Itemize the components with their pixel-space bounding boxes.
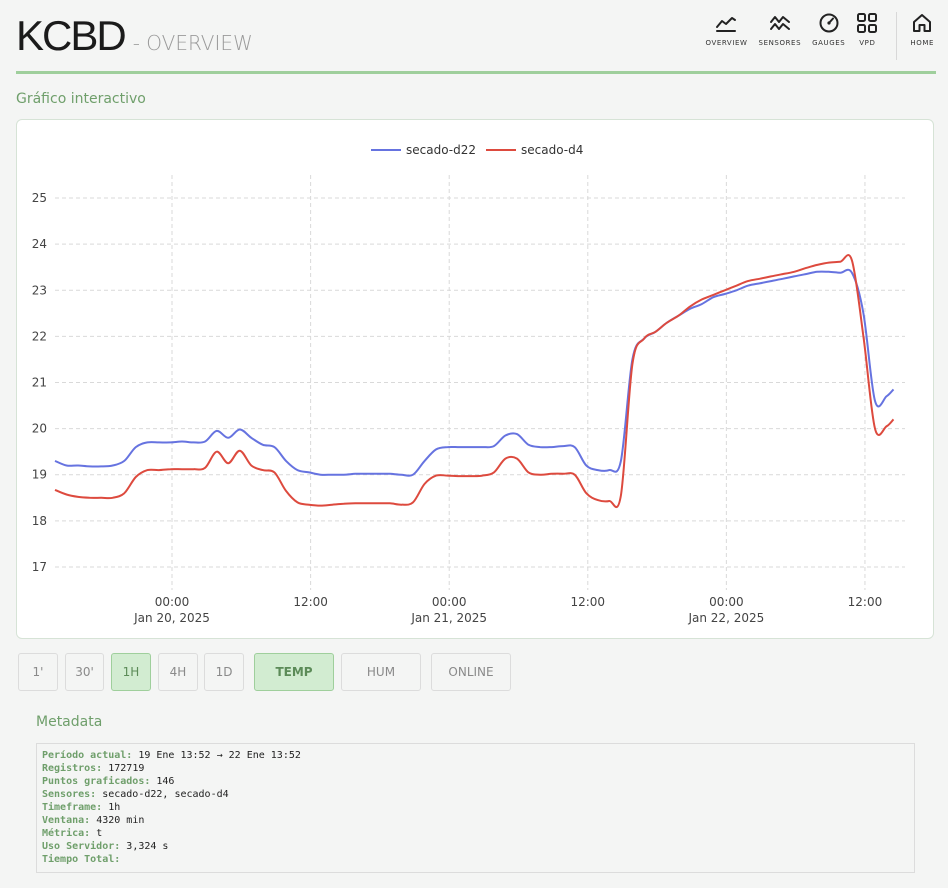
grid-icon — [857, 13, 878, 33]
x-tick-label: 12:00 — [848, 595, 883, 609]
metadata-value — [120, 854, 126, 865]
series-line-secado-d22 — [54, 268, 895, 477]
metadata-value: 4320 min — [90, 815, 145, 826]
y-tick-label: 20 — [32, 422, 47, 436]
legend-label: secado-d4 — [521, 143, 583, 157]
y-tick-label: 22 — [32, 329, 47, 343]
nav-home[interactable]: HOME — [910, 12, 934, 47]
timeframe-1d-button[interactable]: 1D — [204, 653, 244, 691]
nav-overview-label: OVERVIEW — [705, 39, 748, 47]
metadata-row: Métrica: t — [42, 827, 909, 840]
metadata-key: Registros: — [42, 763, 103, 774]
timeframe-1h-button[interactable]: 1H — [111, 653, 151, 691]
header-divider — [16, 71, 936, 74]
timeframe-30min-button[interactable]: 30' — [65, 653, 104, 691]
y-tick-label: 19 — [32, 468, 47, 482]
home-icon — [913, 14, 932, 32]
section-title: Gráfico interactivo — [16, 91, 146, 107]
online-button[interactable]: ONLINE — [431, 653, 511, 691]
metric-hum-button[interactable]: HUM — [341, 653, 421, 691]
x-tick-label: 00:00 — [155, 595, 190, 609]
nav-gauges-label: GAUGES — [812, 39, 846, 47]
gauge-icon — [819, 13, 839, 33]
page-subtitle: - OVERVIEW — [132, 31, 253, 55]
wave-chart-icon — [769, 16, 790, 30]
x-tick-label: 12:00 — [570, 595, 605, 609]
x-tick-date-label: Jan 21, 2025 — [410, 611, 487, 625]
metadata-row: Período actual: 19 Ene 13:52 → 22 Ene 13… — [42, 749, 909, 762]
metadata-key: Uso Servidor: — [42, 841, 121, 852]
metadata-row: Tiempo Total: — [42, 853, 909, 866]
line-chart-icon — [716, 17, 737, 32]
chart-card: 17 18 19 20 21 22 23 24 25 00:00 Jan 20, 2025 12:00… — [16, 119, 934, 639]
metadata-key: Período actual: — [42, 750, 133, 761]
x-tick-label: 00:00 — [709, 595, 744, 609]
metadata-row: Uso Servidor: 3,324 s — [42, 840, 909, 853]
metadata-row: Timeframe: 1h — [42, 801, 909, 814]
metadata-value: t — [90, 828, 103, 839]
timeframe-4h-button[interactable]: 4H — [158, 653, 198, 691]
metadata-row: Puntos graficados: 146 — [42, 775, 909, 788]
metadata-key: Sensores: — [42, 789, 97, 800]
x-tick-date-label: Jan 22, 2025 — [687, 611, 764, 625]
brand: KCBD - OVERVIEW — [16, 12, 253, 60]
metadata-row: Sensores: secado-d22, secado-d4 — [42, 788, 909, 801]
y-tick-label: 17 — [32, 560, 47, 574]
y-tick-label: 25 — [32, 191, 47, 205]
metadata-key: Timeframe: — [42, 802, 103, 813]
top-nav: OVERVIEW SENSORES GAUGES VPD — [694, 12, 934, 60]
metadata-key: Tiempo Total: — [42, 854, 121, 865]
metadata-title: Metadata — [36, 714, 103, 730]
nav-vpd[interactable]: VPD — [856, 12, 878, 47]
y-tick-label: 21 — [32, 376, 47, 390]
nav-sensores[interactable]: SENSORES — [759, 12, 802, 47]
metric-temp-button[interactable]: TEMP — [254, 653, 334, 691]
y-tick-label: 24 — [32, 237, 47, 251]
nav-gauges[interactable]: GAUGES — [812, 12, 845, 47]
legend-label: secado-d22 — [406, 143, 476, 157]
nav-vpd-label: VPD — [859, 39, 876, 47]
brand-logo[interactable]: KCBD — [16, 12, 127, 59]
nav-divider — [896, 12, 898, 60]
header: KCBD - OVERVIEW OVERVIEW SENSORES GAUGES — [0, 0, 948, 74]
chart[interactable]: 17 18 19 20 21 22 23 24 25 00:00 Jan 20, 2025 12:00… — [17, 120, 933, 638]
metadata-key: Puntos graficados: — [42, 776, 151, 787]
metadata-row: Ventana: 4320 min — [42, 814, 909, 827]
metadata-value: 19 Ene 13:52 → 22 Ene 13:52 — [132, 750, 301, 761]
y-tick-label: 18 — [32, 514, 47, 528]
control-buttons: 1' 30' 1H 4H 1D TEMP HUM ONLINE — [18, 653, 938, 693]
metadata-value: 3,324 s — [120, 841, 169, 852]
metadata-value: 146 — [150, 776, 175, 787]
y-tick-label: 23 — [32, 283, 47, 297]
timeframe-1min-button[interactable]: 1' — [18, 653, 58, 691]
series-line-secado-d4 — [54, 254, 895, 509]
metadata-box: Período actual: 19 Ene 13:52 → 22 Ene 13… — [36, 743, 915, 873]
metadata-value: secado-d22, secado-d4 — [96, 789, 229, 800]
x-tick-label: 12:00 — [293, 595, 328, 609]
metadata-value: 1h — [102, 802, 121, 813]
metadata-key: Ventana: — [42, 815, 91, 826]
x-tick-date-label: Jan 20, 2025 — [133, 611, 210, 625]
metadata-key: Métrica: — [42, 828, 91, 839]
x-tick-label: 00:00 — [432, 595, 467, 609]
nav-home-label: HOME — [910, 39, 934, 47]
nav-sensores-label: SENSORES — [758, 39, 802, 47]
nav-overview[interactable]: OVERVIEW — [705, 12, 747, 47]
metadata-value: 172719 — [102, 763, 145, 774]
metadata-row: Registros: 172719 — [42, 762, 909, 775]
